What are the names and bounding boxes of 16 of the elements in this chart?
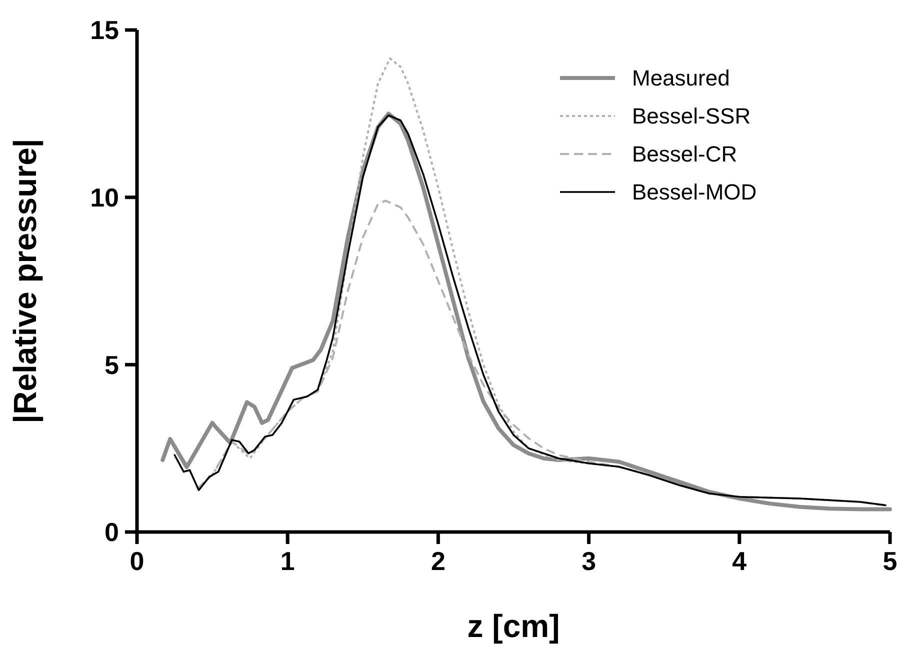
legend-label: Measured [632, 66, 730, 91]
x-tick-label: 4 [732, 546, 748, 576]
y-tick-label: 15 [90, 15, 119, 46]
x-tick-label: 3 [582, 546, 596, 576]
x-tick-label: 0 [130, 546, 144, 576]
legend-label: Bessel-CR [632, 142, 738, 167]
x-tick-label: 2 [430, 546, 446, 576]
x-tick-label: 5 [882, 546, 898, 576]
legend-label: Bessel-MOD [632, 180, 757, 205]
y-tick-label: 10 [90, 182, 119, 212]
x-axis-title: z [cm] [467, 608, 560, 644]
x-tick-label: 1 [280, 546, 295, 576]
y-tick-label: 0 [104, 517, 119, 548]
legend-label: Bessel-SSR [632, 104, 751, 129]
y-axis-title: |Relative pressure| [7, 138, 44, 424]
y-tick-label: 5 [104, 350, 119, 380]
